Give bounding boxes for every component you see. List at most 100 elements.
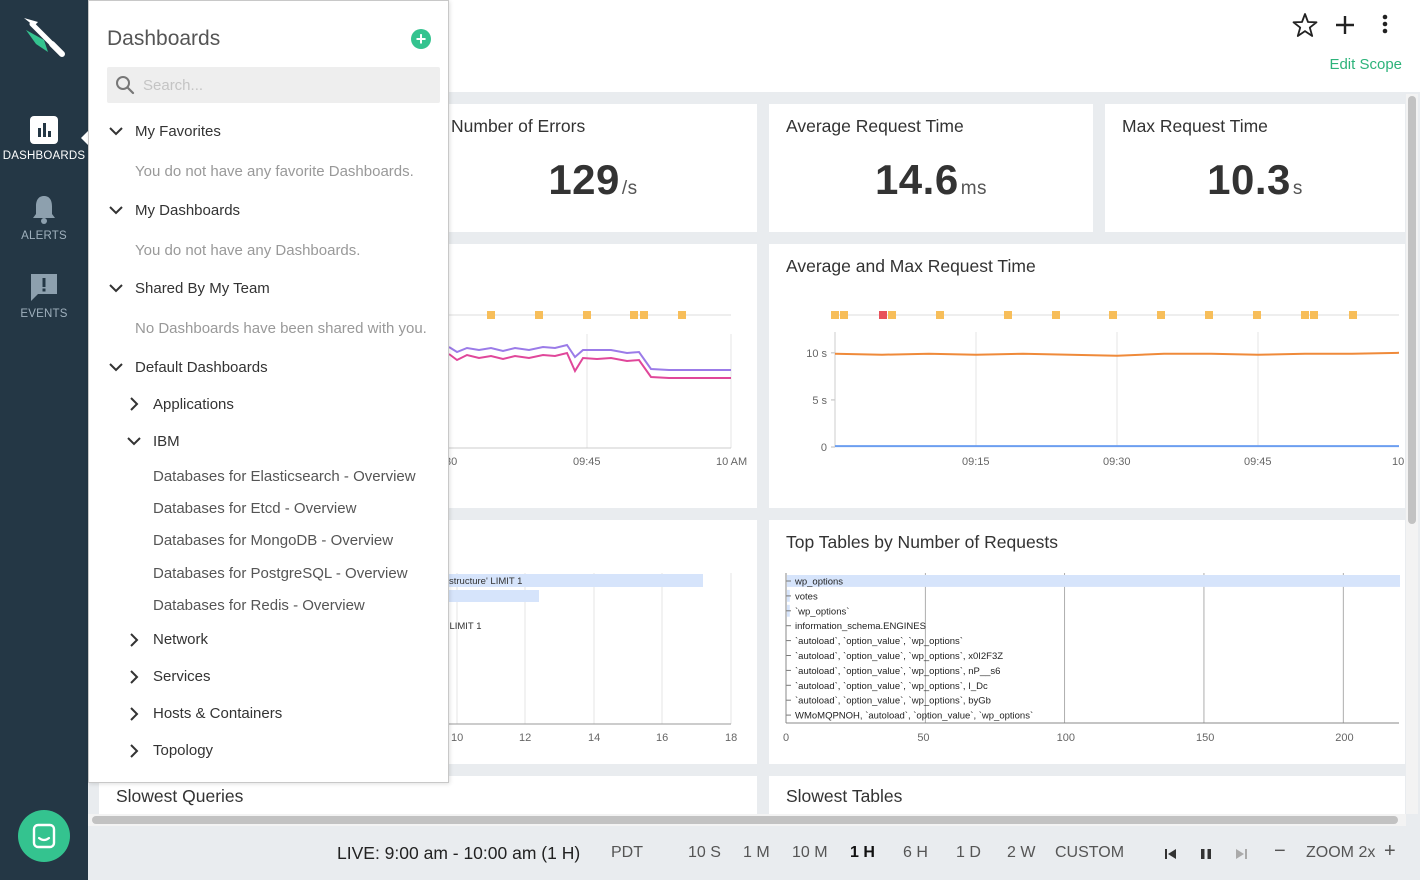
dashboard-search-input[interactable]	[107, 67, 440, 103]
range-6h[interactable]: 6 H	[903, 844, 928, 861]
chevron-right-icon[interactable]	[129, 670, 139, 684]
edit-scope-link[interactable]: Edit Scope	[1329, 56, 1402, 73]
range-10m[interactable]: 10 M	[792, 844, 828, 861]
skip-back-icon[interactable]	[1164, 847, 1178, 861]
line-chart: 30 09:45 10 AM	[439, 311, 747, 468]
panel-top-tables[interactable]: Top Tables by Number of Requests wp_opti…	[769, 520, 1405, 764]
range-custom[interactable]: CUSTOM	[1055, 844, 1125, 861]
folder-topology[interactable]: Topology	[153, 742, 214, 759]
event-marker	[1205, 311, 1213, 319]
event-marker	[630, 311, 638, 319]
chat-button[interactable]	[18, 810, 70, 862]
folder-network[interactable]: Network	[153, 631, 209, 648]
search-icon	[116, 76, 135, 95]
folder-ibm[interactable]: IBM	[153, 433, 180, 450]
bar-label: structure' LIMIT 1	[449, 576, 522, 587]
folder-hosts-containers[interactable]: Hosts & Containers	[153, 705, 283, 722]
x-tick-label: 18	[725, 732, 737, 744]
dashboard-link[interactable]: Databases for Elasticsearch - Overview	[153, 468, 416, 485]
bell-icon	[33, 196, 55, 224]
section-default-dashboards[interactable]: Default Dashboards	[135, 359, 268, 376]
skip-forward-icon[interactable]	[1234, 847, 1248, 861]
panel-average-request-time[interactable]: Average Request Time 14.6 ms	[769, 104, 1093, 232]
category-label: `autoload`, `option_value`, `wp_options`…	[795, 696, 991, 707]
more-vertical-icon[interactable]	[1372, 12, 1398, 38]
scrollbar-thumb[interactable]	[92, 816, 1398, 824]
metric-value: 14.6 ms	[874, 156, 988, 203]
horizontal-scrollbar[interactable]	[88, 814, 1406, 826]
panel-title: Slowest Queries	[116, 786, 244, 806]
category-label: WMoMQPNOH, `autoload`, `option_value`, `…	[795, 711, 1033, 722]
dashboard-link[interactable]: Databases for MongoDB - Overview	[153, 532, 394, 549]
chevron-down-icon[interactable]	[109, 362, 123, 372]
range-1d[interactable]: 1 D	[956, 844, 981, 861]
range-1h[interactable]: 1 H	[850, 844, 875, 861]
nav-dashboards[interactable]: DASHBOARDS	[0, 116, 89, 162]
y-tick-label: 10 s	[806, 348, 827, 360]
bar	[449, 590, 539, 602]
star-icon[interactable]	[1292, 12, 1318, 38]
chevron-right-icon[interactable]	[129, 397, 139, 411]
series-line	[448, 351, 731, 379]
metric-value: 10.3 s	[1207, 156, 1303, 203]
shovel-logo-icon[interactable]	[18, 12, 68, 62]
vertical-scrollbar[interactable]	[1406, 94, 1418, 814]
range-2w[interactable]: 2 W	[1007, 844, 1036, 861]
chevron-right-icon[interactable]	[129, 744, 139, 758]
event-marker	[487, 311, 495, 319]
x-tick-label: 12	[519, 732, 531, 744]
nav-alerts[interactable]: ALERTS	[0, 194, 88, 242]
empty-message: You do not have any favorite Dashboards.	[135, 163, 414, 180]
event-marker	[1004, 311, 1012, 319]
folder-applications[interactable]: Applications	[153, 396, 234, 413]
x-tick-label: 16	[656, 732, 668, 744]
series-line	[834, 351, 1400, 357]
timezone-label[interactable]: PDT	[611, 844, 643, 861]
panel-title: Number of Errors	[451, 116, 586, 136]
chevron-down-icon[interactable]	[127, 436, 141, 446]
dashboard-link[interactable]: Databases for Redis - Overview	[153, 597, 365, 614]
bar[interactable]	[787, 575, 1400, 587]
add-dashboard-button[interactable]: +	[411, 29, 431, 49]
range-10s[interactable]: 10 S	[688, 844, 721, 861]
panel-max-request-time[interactable]: Max Request Time 10.3 s	[1105, 104, 1405, 232]
category-label: `autoload`, `option_value`, `wp_options`…	[795, 681, 988, 692]
section-my-dashboards[interactable]: My Dashboards	[135, 202, 241, 219]
live-time-range: LIVE: 9:00 am - 10:00 am (1 H)	[337, 843, 581, 863]
zoom-in-icon[interactable]: +	[1384, 840, 1396, 862]
event-marker	[936, 311, 944, 319]
panel-average-and-max-request-time[interactable]: Average and Max Request Time 0 5 s 10 s 09:…	[769, 244, 1405, 508]
x-tick-label: 150	[1196, 732, 1214, 744]
chevron-right-icon[interactable]	[129, 633, 139, 647]
event-marker	[640, 311, 648, 319]
section-shared-by-my-team[interactable]: Shared By My Team	[135, 280, 270, 297]
y-tick-label: 0	[821, 442, 827, 454]
x-tick-label: 09:45	[573, 456, 601, 468]
panel-slowest-tables[interactable]: Slowest Tables	[769, 776, 1405, 814]
nav-alerts-label: ALERTS	[21, 230, 67, 242]
event-marker	[1349, 311, 1357, 319]
category-label: `autoload`, `option_value`, `wp_options`…	[795, 666, 1000, 677]
chevron-down-icon[interactable]	[109, 126, 123, 136]
plus-icon[interactable]	[1332, 12, 1358, 38]
y-tick-label: 5 s	[812, 395, 827, 407]
folder-services[interactable]: Services	[153, 668, 211, 685]
x-tick-label: 0	[783, 732, 789, 744]
pause-icon[interactable]	[1199, 847, 1213, 861]
bar	[449, 574, 703, 587]
x-tick-label: 09:45	[1244, 456, 1272, 468]
nav-events[interactable]: EVENTS	[0, 272, 88, 320]
section-my-favorites[interactable]: My Favorites	[135, 123, 221, 140]
message-alert-icon	[31, 274, 57, 301]
dashboard-link[interactable]: Databases for PostgreSQL - Overview	[153, 565, 408, 582]
chevron-down-icon[interactable]	[109, 283, 123, 293]
bar-label: ' LIMIT 1	[445, 621, 481, 632]
chevron-down-icon[interactable]	[109, 205, 123, 215]
dashboard-link[interactable]: Databases for Etcd - Overview	[153, 500, 357, 517]
zoom-out-icon[interactable]: −	[1274, 840, 1286, 862]
range-1m[interactable]: 1 M	[743, 844, 770, 861]
chevron-right-icon[interactable]	[129, 707, 139, 721]
left-nav: DASHBOARDS ALERTS EVENTS	[0, 0, 89, 880]
avg-max-line-chart: 0 5 s 10 s 09:15 09:30 09:45 10	[806, 311, 1404, 468]
scrollbar-thumb[interactable]	[1408, 96, 1416, 524]
